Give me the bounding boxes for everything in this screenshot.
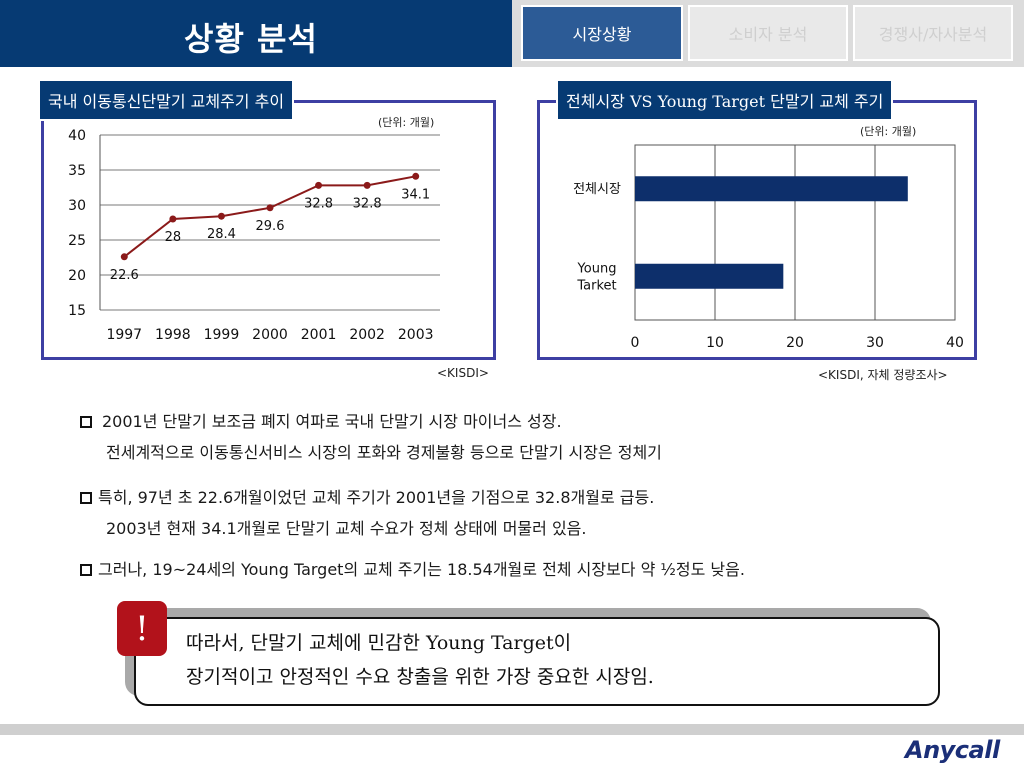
bullet-3: 그러나, 19~24세의 Young Target의 교체 주기는 18.54개… (80, 558, 745, 582)
x-tick-label: 40 (946, 335, 964, 351)
data-label: 32.8 (304, 196, 333, 211)
y-tick-label: 20 (68, 268, 86, 284)
line-chart-unit: (단위: 개월) (378, 116, 435, 129)
bar (635, 263, 784, 289)
callout-line-1: 따라서, 단말기 교체에 민감한 Young Target이 (186, 632, 572, 654)
data-label: 34.1 (401, 187, 430, 202)
x-tick-label: 30 (866, 335, 884, 351)
data-point (412, 172, 420, 180)
category-label: 전체시장 (573, 182, 621, 197)
x-tick-label: 20 (786, 335, 804, 351)
bullet-1-line-2: 전세계적으로 이동통신서비스 시장의 포화와 경제불황 등으로 단말기 시장은 … (106, 443, 662, 462)
bar-chart-title: 전체시장 VS Young Target 단말기 교체 주기 (556, 79, 894, 121)
bullet-2-line-2: 2003년 현재 34.1개월로 단말기 교체 수요가 정체 상태에 머물러 있… (106, 519, 587, 538)
bar (635, 176, 908, 202)
exclamation-icon: ! (117, 601, 167, 656)
checkbox-bullet-icon (80, 564, 92, 576)
x-tick-label: 2003 (398, 327, 434, 343)
data-point (363, 181, 371, 189)
bullet-1: 2001년 단말기 보조금 폐지 여파로 국내 단말기 시장 마이너스 성장. (80, 410, 562, 434)
line-chart-source: <KISDI> (437, 366, 489, 380)
y-tick-label: 35 (68, 163, 86, 179)
x-tick-label: 2001 (301, 327, 337, 343)
checkbox-bullet-icon (80, 492, 92, 504)
tab-competitor-analysis[interactable]: 경쟁사/자사분석 (853, 5, 1013, 61)
bullet-2: 특히, 97년 초 22.6개월이었던 교체 주기가 2001년을 기점으로 3… (80, 486, 654, 510)
x-tick-label: 2002 (349, 327, 385, 343)
y-tick-label: 25 (68, 233, 86, 249)
bar-chart: 전체시장 Young Tarket 0 10 20 30 40 (573, 144, 964, 351)
header-title-box: 상황 분석 (0, 0, 512, 67)
data-point (169, 215, 177, 223)
x-tick-label: 1999 (204, 327, 240, 343)
data-point (217, 212, 225, 220)
data-point (266, 204, 274, 212)
data-point (315, 181, 323, 189)
tab-market-status[interactable]: 시장상황 (521, 5, 683, 61)
bullet-1-line-1: 2001년 단말기 보조금 폐지 여파로 국내 단말기 시장 마이너스 성장. (102, 412, 562, 431)
line-chart-title: 국내 이동통신단말기 교체주기 추이 (38, 79, 295, 121)
footer-bar (0, 724, 1024, 735)
line-chart: 15 20 25 30 35 40 1997 1998 1999 2000 2001 2002 200… (68, 128, 440, 343)
data-label: 29.6 (256, 219, 285, 234)
y-tick-label: 30 (68, 198, 86, 214)
category-label: Young Tarket (576, 261, 616, 293)
data-label: 32.8 (353, 196, 382, 211)
x-tick-label: 10 (706, 335, 724, 351)
y-tick-label: 40 (68, 128, 86, 144)
bar-chart-unit: (단위: 개월) (860, 125, 917, 138)
checkbox-bullet-icon (80, 416, 92, 428)
conclusion-callout (134, 617, 940, 706)
x-tick-label: 2000 (252, 327, 288, 343)
data-label: 22.6 (110, 268, 139, 283)
bar-chart-panel (537, 100, 977, 360)
anycall-logo: Anycall (905, 736, 1000, 764)
data-label: 28 (165, 230, 182, 245)
x-tick-label: 0 (631, 335, 640, 351)
page-title: 상황 분석 (184, 20, 318, 58)
x-tick-label: 1998 (155, 327, 191, 343)
bullet-3-line-1: 그러나, 19~24세의 Young Target의 교체 주기는 18.54개… (98, 560, 745, 579)
callout-line-2: 장기적이고 안정적인 수요 창출을 위한 가장 중요한 시장임. (186, 666, 654, 688)
bar-chart-source: <KISDI, 자체 정량조사> (818, 368, 948, 382)
y-tick-label: 15 (68, 303, 86, 319)
header: 상황 분석 시장상황 소비자 분석 경쟁사/자사분석 (0, 0, 1024, 67)
bullet-2-line-1: 특히, 97년 초 22.6개월이었던 교체 주기가 2001년을 기점으로 3… (98, 488, 655, 507)
data-point (120, 253, 128, 261)
data-label: 28.4 (207, 227, 236, 242)
x-tick-label: 1997 (106, 327, 142, 343)
tab-consumer-analysis[interactable]: 소비자 분석 (688, 5, 848, 61)
line-chart-panel (41, 100, 496, 360)
